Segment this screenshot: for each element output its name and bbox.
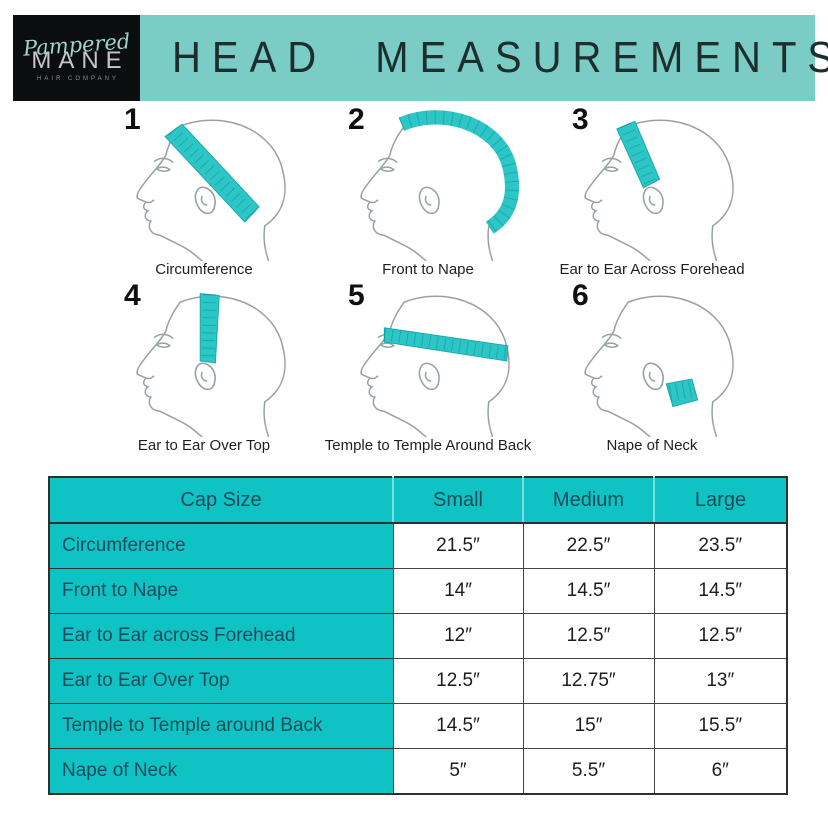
head-diagram-front-to-nape <box>360 110 520 261</box>
figure-temple-to-temple-around-back: 5 Temple to Temple Around Back <box>316 279 540 455</box>
figure-nape-of-neck: 6 Nape of Neck <box>540 279 764 455</box>
value-medium: 5.5″ <box>522 748 655 795</box>
figure-circumference: 1 Circumference <box>92 103 316 279</box>
value-medium: 12.75″ <box>522 658 655 704</box>
value-small: 5″ <box>392 748 524 795</box>
value-small: 14.5″ <box>392 703 524 749</box>
value-large: 15.5″ <box>653 703 788 749</box>
figure-label: Nape of Neck <box>606 437 698 454</box>
figure-label: Ear to Ear Across Forehead <box>559 261 745 278</box>
value-medium: 22.5″ <box>522 522 655 569</box>
figure-label: Ear to Ear Over Top <box>137 437 271 454</box>
table-row: Ear to Ear across Forehead 12″ 12.5″ 12.… <box>49 613 788 659</box>
figure-number: 2 <box>348 103 365 136</box>
figure-ear-to-ear-across-forehead: 3 Ear to Ear Across Forehead <box>540 103 764 279</box>
measurement-band <box>383 327 509 362</box>
value-large: 12.5″ <box>653 613 788 659</box>
value-small: 14″ <box>392 568 524 614</box>
value-medium: 12.5″ <box>522 613 655 659</box>
page-title: HEAD MEASUREMENTS <box>172 33 828 82</box>
table-row: Nape of Neck 5″ 5.5″ 6″ <box>49 748 788 795</box>
row-label: Circumference <box>49 522 393 569</box>
measurement-band <box>665 378 699 408</box>
row-label: Front to Nape <box>49 568 393 614</box>
row-label: Ear to Ear across Forehead <box>49 613 393 659</box>
row-label: Nape of Neck <box>49 748 393 794</box>
measurement-band <box>616 120 661 189</box>
value-large: 14.5″ <box>653 568 788 614</box>
figure-ear-to-ear-over-top: 4 Ear to Ear Over Top <box>92 279 316 455</box>
brand-logo: Pampered MANE HAIR COMPANY <box>13 15 140 101</box>
column-header-cap-size: Cap Size <box>49 477 393 524</box>
measurement-diagrams: 1 Circumference 2 Front to Nape 3 Ear to… <box>92 103 764 455</box>
figure-number: 1 <box>124 103 141 136</box>
value-small: 12.5″ <box>392 658 524 704</box>
measurement-band <box>199 293 220 364</box>
table-row: Temple to Temple around Back 14.5″ 15″ 1… <box>49 703 788 749</box>
value-large: 13″ <box>653 658 788 704</box>
value-small: 12″ <box>392 613 524 659</box>
table-row: Front to Nape 14″ 14.5″ 14.5″ <box>49 568 788 614</box>
head-diagram-nape-of-neck <box>584 295 734 437</box>
value-medium: 14.5″ <box>522 568 655 614</box>
row-label: Ear to Ear Over Top <box>49 658 393 704</box>
title-banner: HEAD MEASUREMENTS <box>140 15 828 101</box>
value-medium: 15″ <box>522 703 655 749</box>
column-header-small: Small <box>392 477 523 524</box>
figure-label: Circumference <box>155 261 253 278</box>
head-diagram-ear-to-ear-over-top <box>136 293 286 437</box>
value-small: 21.5″ <box>392 522 524 569</box>
figure-number: 3 <box>572 103 589 136</box>
brand-logo-main-text: MANE <box>31 46 129 74</box>
measurement-band <box>164 123 260 223</box>
table-row: Circumference 21.5″ 22.5″ 23.5″ <box>49 522 788 569</box>
figure-number: 4 <box>124 279 141 312</box>
column-header-large: Large <box>653 477 787 524</box>
head-diagram-ear-to-ear-across-forehead <box>584 119 734 261</box>
value-large: 23.5″ <box>653 522 788 569</box>
table-header-row: Cap Size Small Medium Large <box>49 477 787 524</box>
figure-number: 5 <box>348 279 365 312</box>
value-large: 6″ <box>653 748 788 795</box>
head-diagram-temple-to-temple-around-back <box>360 295 510 437</box>
brand-logo-sub-text: HAIR COMPANY <box>37 75 119 82</box>
figure-number: 6 <box>572 279 589 312</box>
column-header-medium: Medium <box>522 477 654 524</box>
table-row: Ear to Ear Over Top 12.5″ 12.75″ 13″ <box>49 658 788 704</box>
figure-label: Front to Nape <box>382 261 474 278</box>
head-diagram-circumference <box>136 119 286 261</box>
row-label: Temple to Temple around Back <box>49 703 393 749</box>
cap-size-table: Cap Size Small Medium Large Circumferenc… <box>48 476 788 795</box>
figure-label: Temple to Temple Around Back <box>324 437 532 454</box>
measurement-band <box>398 110 520 234</box>
figure-front-to-nape: 2 Front to Nape <box>316 103 540 279</box>
